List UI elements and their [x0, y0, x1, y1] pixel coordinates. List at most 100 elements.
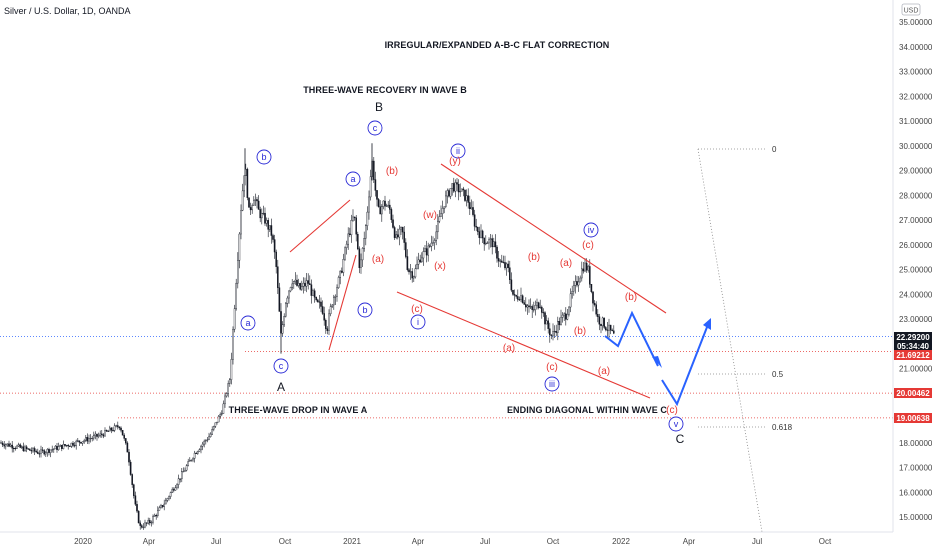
candle-body: [544, 312, 546, 325]
candle-body: [283, 316, 286, 325]
candle-body: [539, 306, 541, 309]
chart-title: IRREGULAR/EXPANDED A-B-C FLAT CORRECTION: [385, 40, 610, 50]
price-tag-label: 19.00638: [896, 414, 930, 423]
candle-body: [152, 516, 154, 523]
candle-body: [489, 238, 492, 240]
candle-body: [550, 334, 553, 336]
y-tick-label: 23.00000: [899, 315, 932, 324]
candle-body: [483, 237, 486, 245]
candle-body: [272, 235, 274, 240]
candle-body: [94, 433, 97, 436]
candle-body: [470, 207, 473, 210]
candle-body: [97, 435, 100, 437]
candle-body: [443, 206, 446, 209]
candle-body: [557, 321, 559, 333]
candle-body: [148, 520, 151, 524]
red-wave-label: (c): [411, 304, 423, 315]
major-wave-label: A: [277, 380, 285, 394]
candle-body: [334, 296, 337, 298]
time-axis[interactable]: [0, 532, 932, 550]
candle-body: [501, 260, 503, 263]
candle-body: [369, 176, 372, 198]
candle-body: [294, 279, 297, 282]
candle-body: [395, 234, 398, 238]
candle-body: [465, 195, 468, 201]
candle-body: [96, 433, 98, 437]
candle-body: [252, 199, 255, 206]
candle-body: [536, 302, 538, 306]
candle-body: [413, 276, 415, 279]
candle-body: [339, 270, 342, 278]
candle-body: [0, 442, 2, 444]
y-tick-label: 16.00000: [899, 488, 932, 497]
candle-body: [270, 225, 273, 236]
candle-body: [459, 191, 462, 193]
currency-badge[interactable]: [901, 3, 921, 16]
candle-body: [19, 444, 22, 448]
candle-body: [289, 287, 292, 292]
price-axis[interactable]: [893, 0, 932, 532]
candle-body: [405, 242, 407, 257]
candle-body: [126, 442, 129, 453]
blue-wave-label: a: [245, 318, 250, 328]
red-wave-label: (a): [372, 254, 384, 265]
blue-wave-label: c: [373, 123, 378, 133]
candle-body: [262, 212, 265, 214]
candle-body: [38, 453, 41, 455]
candle-body: [30, 450, 33, 452]
candle-body: [361, 248, 364, 261]
candle-body: [526, 305, 529, 308]
candle-body: [416, 264, 418, 269]
candle-body: [201, 443, 204, 447]
annotation-wave-b: THREE-WAVE RECOVERY IN WAVE B: [303, 85, 467, 95]
candle-body: [464, 189, 466, 201]
candle-body: [168, 496, 170, 499]
candle-body: [49, 449, 52, 453]
candle-body: [307, 280, 310, 284]
candle-body: [592, 291, 594, 304]
candle-body: [280, 311, 282, 334]
candle-body: [341, 270, 343, 273]
candle-body: [601, 317, 604, 327]
price-tag-label: 20.00462: [896, 389, 930, 398]
candle-body: [603, 317, 605, 328]
candle-body: [68, 445, 71, 447]
candle-body: [613, 330, 615, 334]
candle-body: [273, 239, 276, 253]
candle-body: [467, 195, 470, 203]
annotation-wave-a: THREE-WAVE DROP IN WAVE A: [229, 405, 368, 415]
candle-body: [41, 449, 44, 451]
candle-body: [517, 296, 519, 300]
candle-body: [164, 500, 167, 505]
candle-body: [161, 505, 164, 507]
candle-body: [163, 503, 166, 507]
candle-body: [520, 295, 522, 300]
candle-body: [281, 324, 284, 334]
y-axis-ticks: 35.00000 34.00000 33.00000 32.00000 31.00000…: [899, 18, 932, 522]
candle-body: [185, 465, 188, 471]
candle-body: [53, 448, 55, 450]
candle-body: [246, 168, 249, 198]
candle-body: [261, 213, 263, 219]
candlestick-series: [0, 143, 615, 530]
candle-body: [275, 251, 278, 267]
candle-body: [59, 444, 61, 447]
candle-body: [142, 526, 145, 528]
candle-body: [51, 449, 53, 451]
wave-circle: [544, 376, 560, 392]
candle-body: [491, 238, 494, 248]
candle-body: [216, 421, 218, 423]
candle-body: [212, 426, 215, 430]
candle-body: [305, 280, 308, 287]
candle-body: [318, 301, 321, 303]
candle-body: [4, 444, 7, 447]
candle-body: [1, 442, 4, 445]
candle-body: [598, 316, 601, 325]
candle-body: [176, 484, 178, 488]
candle-body: [446, 190, 449, 197]
candle-body: [222, 403, 225, 414]
candle-body: [166, 498, 169, 501]
candle-body: [113, 425, 116, 431]
candle-body: [72, 442, 74, 446]
